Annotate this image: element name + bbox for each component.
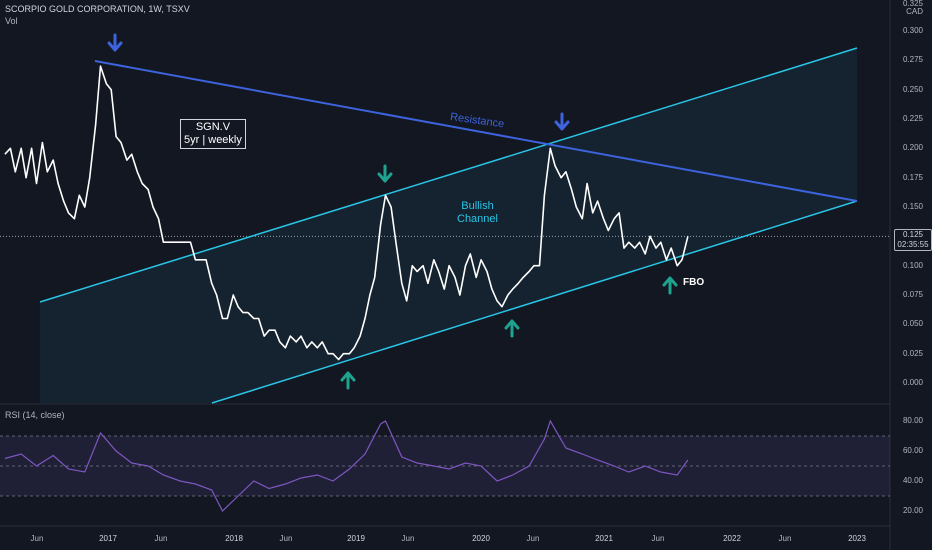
price-tick-label: 0.250 (902, 84, 923, 94)
arrow-down-2020 (554, 112, 570, 131)
price-tick-label: 0.300 (902, 26, 923, 35)
time-tick-label: Jun (30, 534, 44, 543)
price-layer (4, 65, 689, 361)
last-price: 0.125 (902, 230, 924, 239)
price-tick-label: 0.025 (902, 348, 923, 358)
ticker-info-box: SGN.V 5yr | weekly (180, 119, 246, 149)
rsi-tick-label: 80.00 (902, 416, 923, 425)
bullish-channel-label: Bullish Channel (457, 200, 498, 226)
channel-label-line2: Channel (457, 213, 498, 225)
time-tick-label: 2019 (347, 534, 365, 543)
price-axis-top-tick: 0.325 (902, 0, 923, 8)
time-tick-label: Jun (279, 534, 293, 543)
rsi-title: RSI (14, close) (5, 410, 65, 420)
price-tick-label: 0.150 (902, 202, 923, 211)
currency-label: CAD (906, 7, 923, 16)
price-tick-label: 0.200 (902, 143, 923, 153)
arrow-layer (107, 33, 678, 390)
price-series-line (4, 65, 689, 361)
arrow-down-2017 (107, 33, 123, 52)
time-tick-label: Jun (778, 534, 792, 543)
chart-header: SCORPIO GOLD CORPORATION, 1W, TSXV Vol (5, 3, 190, 27)
arrow-up-2019 (340, 371, 356, 390)
price-tick-label: 0.075 (902, 290, 923, 299)
rsi-tick-label: 20.00 (902, 506, 923, 515)
time-tick-label: Jun (154, 534, 168, 543)
arrow-up-2020 (504, 319, 520, 338)
arrow-up-2021-head (662, 276, 678, 287)
channel-lower-line (211, 200, 858, 404)
arrow-down-2019-head (377, 172, 393, 183)
fbo-label: FBO (683, 277, 705, 288)
time-tick-label: Jun (526, 534, 540, 543)
time-tick-label: 2020 (472, 534, 490, 543)
arrow-up-2020-head (504, 319, 520, 330)
arrow-up-2019-head (340, 371, 356, 382)
time-tick-label: Jun (651, 534, 665, 543)
rsi-tick-label: 60.00 (902, 446, 923, 455)
price-tick-label: 0.050 (902, 319, 923, 329)
channel-fill (40, 48, 857, 403)
bar-countdown: 02:35:55 (897, 240, 929, 249)
symbol-title: SCORPIO GOLD CORPORATION, 1W, TSXV (5, 4, 190, 14)
channel-label-line1: Bullish (461, 200, 494, 212)
last-price-tag: 0.125 02:35:55 (894, 229, 932, 251)
arrow-up-2021 (662, 276, 678, 295)
resistance-line (94, 60, 858, 202)
price-tick-label: 0.000 (902, 378, 923, 387)
price-tick-label: 0.275 (902, 55, 923, 65)
volume-label: Vol (5, 16, 18, 26)
channel-layer (39, 47, 858, 404)
price-axis-top: 0.325 CAD (903, 0, 923, 16)
time-tick-label: 2021 (595, 534, 613, 543)
arrow-down-2020-head (554, 120, 570, 131)
rsi-series-line (4, 419, 689, 512)
time-tick-label: 2022 (723, 534, 741, 543)
time-tick-label: Jun (401, 534, 415, 543)
rsi-tick-label: 40.00 (902, 476, 923, 485)
channel-upper-line (39, 47, 858, 303)
arrow-down-2017-head (107, 41, 123, 52)
price-tick-label: 0.175 (902, 172, 923, 182)
time-tick-label: 2023 (848, 534, 866, 543)
time-tick-label: 2017 (99, 534, 117, 543)
ticker-box-subtitle: 5yr | weekly (184, 134, 242, 146)
ticker-box-symbol: SGN.V (195, 121, 231, 133)
price-tick-label: 0.225 (902, 114, 923, 123)
grid (0, 0, 891, 550)
time-tick-label: 2018 (225, 534, 243, 543)
rsi-layer (0, 419, 890, 512)
price-tick-label: 0.100 (902, 260, 923, 270)
arrow-down-2019 (377, 164, 393, 183)
